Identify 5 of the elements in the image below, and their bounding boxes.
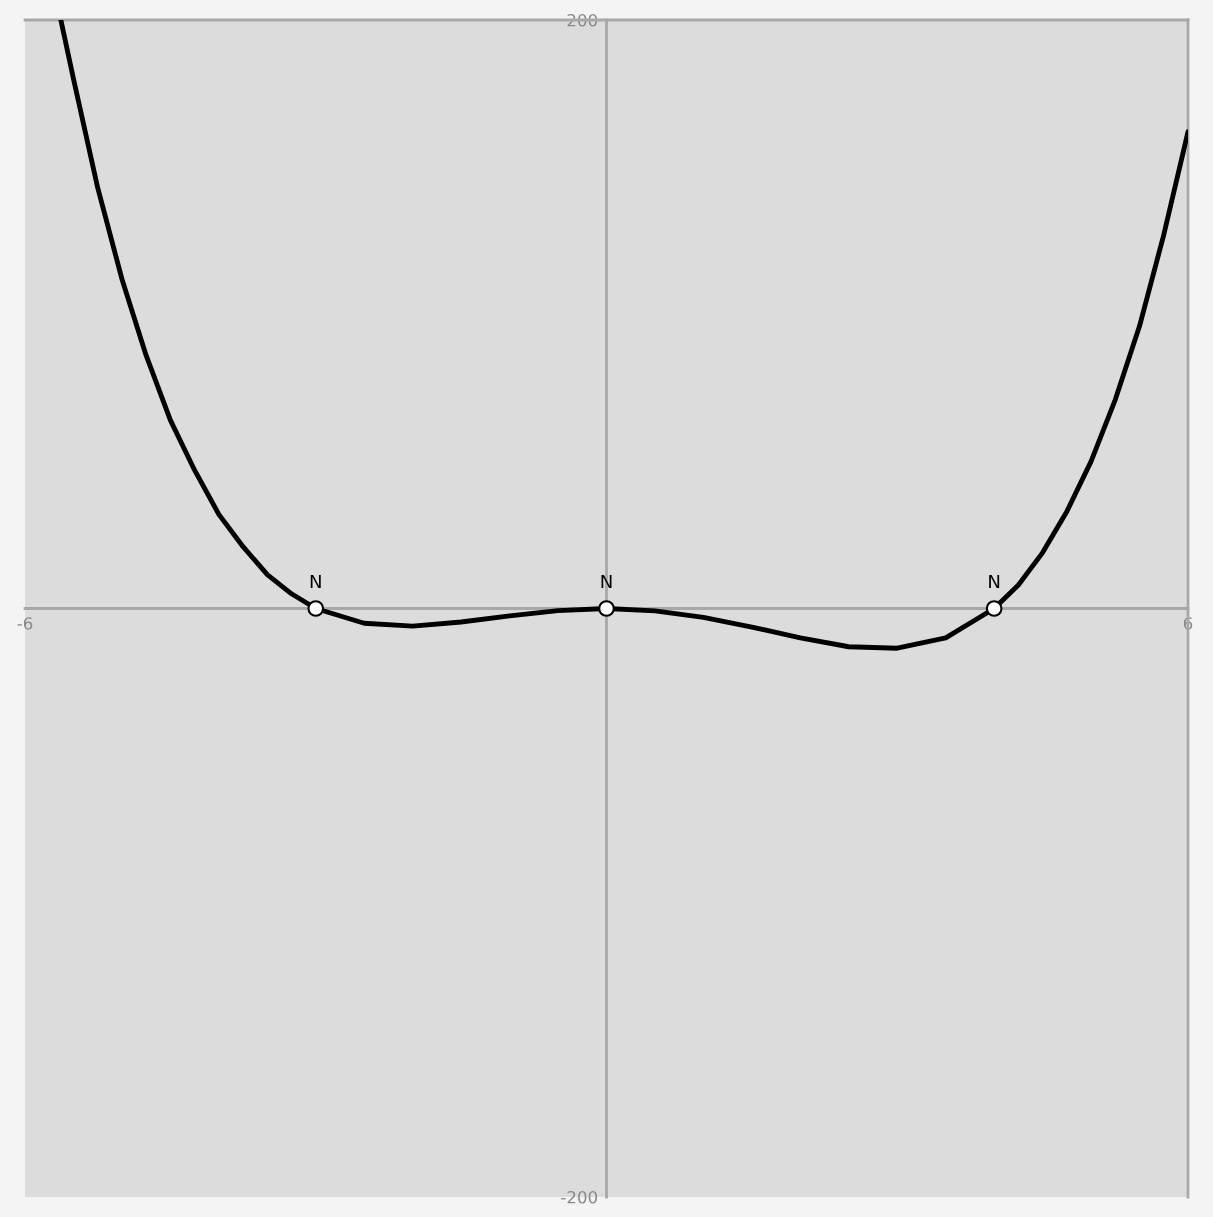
- x-tick-label: -6: [17, 617, 33, 630]
- annotation: N: [989, 574, 1000, 589]
- annotation: N: [601, 574, 612, 589]
- annotation: N: [310, 574, 321, 589]
- y-tick-label: -200: [561, 1190, 598, 1204]
